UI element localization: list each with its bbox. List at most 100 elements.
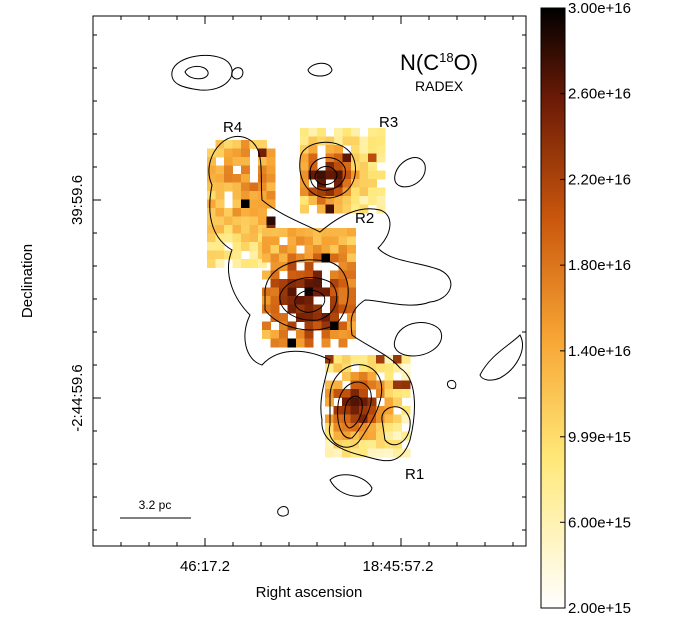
map-pixel xyxy=(342,170,352,180)
map-pixel xyxy=(300,153,309,163)
map-pixel xyxy=(224,250,233,260)
map-pixel xyxy=(207,191,216,200)
map-pixel xyxy=(287,287,297,297)
contour xyxy=(307,62,333,77)
title-part: O) xyxy=(454,50,478,75)
map-pixel xyxy=(308,170,318,180)
map-pixel xyxy=(359,153,369,163)
map-pixel xyxy=(351,145,360,154)
map-pixel xyxy=(304,330,314,339)
colorbar-tick-label: 3.00e+16 xyxy=(568,0,631,17)
map-pixel xyxy=(342,448,351,458)
map-pixel xyxy=(376,406,385,415)
contour xyxy=(479,334,523,381)
map-pixel xyxy=(224,157,233,166)
map-pixel xyxy=(368,145,377,154)
map-pixel xyxy=(367,380,377,390)
map-pixel xyxy=(342,162,352,171)
map-pixel xyxy=(325,187,335,197)
map-pixel xyxy=(367,431,377,441)
map-pixel xyxy=(368,179,377,188)
map-pixel xyxy=(338,245,348,254)
map-pixel xyxy=(376,204,386,214)
map-pixel xyxy=(270,253,280,263)
map-pixel xyxy=(338,338,348,348)
contour xyxy=(314,166,338,186)
map-pixel xyxy=(296,338,305,348)
map-pixel xyxy=(224,208,233,217)
map-pixel xyxy=(300,196,309,205)
map-pixel xyxy=(241,259,250,268)
map-pixel xyxy=(334,196,343,205)
map-pixel xyxy=(317,187,326,197)
map-pixel xyxy=(258,165,267,175)
map-pixel xyxy=(313,287,322,297)
map-pixel xyxy=(342,196,352,205)
map-pixel xyxy=(232,216,242,226)
contours xyxy=(171,54,523,517)
map-pixel xyxy=(313,253,322,263)
map-pixel xyxy=(350,389,360,398)
map-pixel xyxy=(325,162,335,171)
map-pixel xyxy=(262,270,271,280)
map-pixel xyxy=(224,174,233,183)
map-pixel xyxy=(287,270,297,280)
map-pixel xyxy=(401,380,411,390)
map-pixel xyxy=(232,191,242,200)
map-pixel xyxy=(313,279,322,288)
map-pixel xyxy=(367,414,377,424)
map-pixel xyxy=(232,225,242,234)
map-pixel xyxy=(338,296,348,305)
map-pixel xyxy=(215,191,225,200)
map-pixel xyxy=(401,355,411,364)
map-pixel xyxy=(241,208,250,217)
map-pixel xyxy=(333,431,343,441)
map-pixel xyxy=(279,253,288,263)
map-pixel xyxy=(313,236,322,246)
x-axis-label: Right ascension xyxy=(256,584,363,601)
map-pixel xyxy=(308,153,318,163)
map-pixel xyxy=(308,136,318,146)
map-pixel xyxy=(279,338,288,348)
map-pixel xyxy=(333,423,343,432)
map-pixel xyxy=(342,179,352,188)
colorbar-tick-label: 2.00e+15 xyxy=(568,600,631,617)
colorbar-tick-label: 9.99e+15 xyxy=(568,429,631,446)
map-pixel xyxy=(232,140,242,149)
contour xyxy=(381,406,411,446)
map-pixel xyxy=(279,279,288,288)
map-pixel xyxy=(367,372,377,381)
map-pixel xyxy=(258,259,267,268)
map-pixel xyxy=(330,296,339,305)
map-pixel xyxy=(207,208,216,217)
map-pixel xyxy=(359,406,368,415)
map-pixel xyxy=(342,414,351,424)
map-pixel xyxy=(207,259,216,268)
map-pixel xyxy=(207,242,216,251)
map-pixel xyxy=(384,397,394,407)
map-pixel xyxy=(224,182,233,192)
map-pixel xyxy=(350,380,360,390)
contour xyxy=(309,157,346,191)
map-pixel xyxy=(270,330,280,339)
map-pixel xyxy=(296,313,305,322)
map-pixel xyxy=(207,225,216,234)
map-pixel xyxy=(359,162,369,171)
map-pixel xyxy=(279,313,288,322)
map-pixel xyxy=(401,448,411,458)
map-pixel xyxy=(215,250,225,260)
map-pixel xyxy=(401,372,411,381)
map-pixel xyxy=(333,363,343,373)
map-pixel xyxy=(376,440,385,449)
colorbar-tick-label: 6.00e+15 xyxy=(568,514,631,531)
map-pixel xyxy=(300,204,309,214)
map-pixel xyxy=(333,389,343,398)
map-pixel xyxy=(359,423,368,432)
frame-ticks xyxy=(93,16,526,546)
map-pixel xyxy=(393,414,402,424)
map-pixel xyxy=(249,225,259,234)
map-pixel xyxy=(330,321,339,331)
map-pixel xyxy=(367,406,377,415)
map-pixel xyxy=(232,233,242,243)
